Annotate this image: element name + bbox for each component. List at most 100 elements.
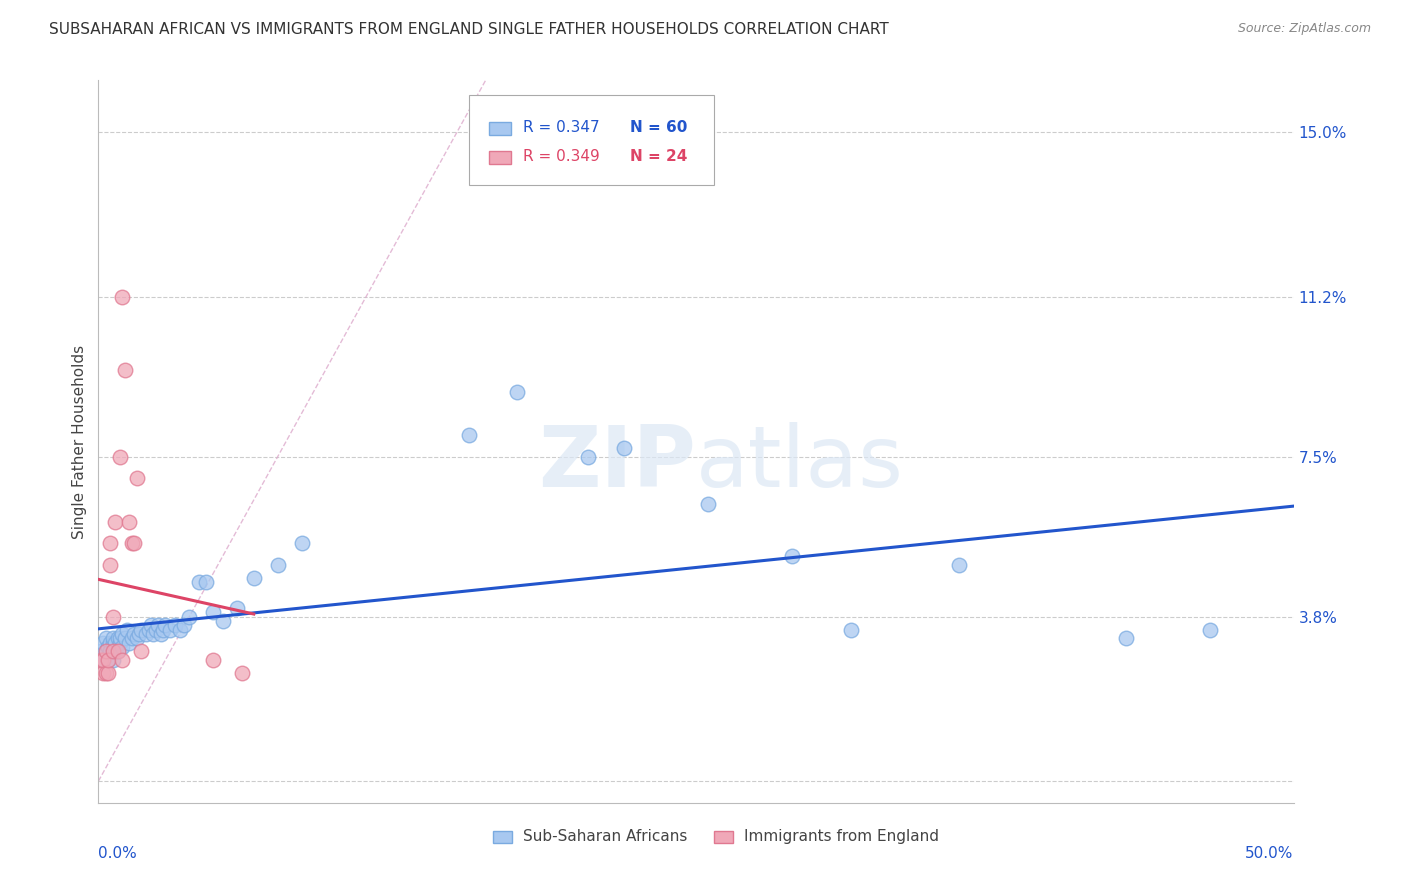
Point	[267, 558, 290, 572]
Point	[91, 653, 114, 667]
Point	[1199, 623, 1222, 637]
Point	[108, 632, 131, 646]
Point	[125, 471, 148, 485]
Point	[94, 644, 117, 658]
Point	[159, 623, 181, 637]
Text: ZIP: ZIP	[538, 422, 696, 505]
Text: SUBSAHARAN AFRICAN VS IMMIGRANTS FROM ENGLAND SINGLE FATHER HOUSEHOLDS CORRELATI: SUBSAHARAN AFRICAN VS IMMIGRANTS FROM EN…	[49, 22, 889, 37]
Text: R = 0.349: R = 0.349	[523, 149, 599, 163]
Point	[131, 623, 153, 637]
Point	[187, 575, 209, 590]
Point	[111, 653, 134, 667]
Point	[131, 644, 153, 658]
Bar	[714, 831, 733, 843]
Point	[169, 623, 191, 637]
Text: Sub-Saharan Africans: Sub-Saharan Africans	[523, 830, 688, 844]
Point	[578, 450, 600, 464]
Point	[195, 575, 218, 590]
Point	[613, 441, 636, 455]
Point	[114, 363, 136, 377]
Text: atlas: atlas	[696, 422, 904, 505]
Point	[94, 644, 117, 658]
Point	[101, 644, 124, 658]
Text: N = 24: N = 24	[630, 149, 688, 163]
Point	[108, 636, 131, 650]
Point	[121, 536, 143, 550]
Point	[107, 644, 129, 658]
Point	[1115, 632, 1137, 646]
Y-axis label: Single Father Households: Single Father Households	[72, 344, 87, 539]
FancyBboxPatch shape	[470, 95, 714, 185]
Point	[91, 636, 114, 650]
Point	[101, 653, 124, 667]
Point	[697, 497, 720, 511]
Point	[101, 632, 124, 646]
Text: 50.0%: 50.0%	[1246, 847, 1294, 861]
Point	[107, 644, 129, 658]
Point	[148, 618, 170, 632]
Bar	[494, 831, 512, 843]
Bar	[489, 151, 510, 164]
Point	[98, 644, 122, 658]
Point	[231, 665, 253, 680]
Point	[97, 653, 120, 667]
Point	[291, 536, 314, 550]
Point	[97, 640, 120, 654]
Point	[458, 428, 481, 442]
Point	[142, 627, 165, 641]
Point	[101, 609, 124, 624]
Point	[108, 450, 131, 464]
Point	[104, 636, 127, 650]
Text: Source: ZipAtlas.com: Source: ZipAtlas.com	[1237, 22, 1371, 36]
Point	[104, 515, 127, 529]
Point	[114, 632, 136, 646]
Point	[111, 627, 134, 641]
Point	[111, 640, 134, 654]
Point	[91, 665, 114, 680]
Point	[104, 644, 127, 658]
Point	[179, 609, 201, 624]
Text: N = 60: N = 60	[630, 120, 688, 135]
Point	[118, 636, 141, 650]
Point	[124, 536, 146, 550]
Text: Immigrants from England: Immigrants from England	[744, 830, 939, 844]
Point	[211, 614, 233, 628]
Text: R = 0.347: R = 0.347	[523, 120, 599, 135]
Point	[115, 623, 138, 637]
Point	[98, 536, 122, 550]
Point	[94, 632, 117, 646]
Point	[124, 627, 146, 641]
Point	[145, 623, 167, 637]
Point	[155, 618, 177, 632]
Point	[149, 627, 172, 641]
Point	[173, 618, 195, 632]
Point	[202, 653, 225, 667]
Point	[90, 653, 112, 667]
Point	[121, 632, 143, 646]
Point	[506, 384, 529, 399]
Point	[139, 618, 162, 632]
Point	[111, 290, 134, 304]
Point	[94, 665, 117, 680]
Point	[226, 601, 249, 615]
Point	[97, 653, 120, 667]
Point	[91, 653, 114, 667]
Point	[780, 549, 803, 564]
Point	[97, 665, 120, 680]
Point	[125, 632, 148, 646]
Point	[841, 623, 863, 637]
Point	[948, 558, 970, 572]
Point	[107, 632, 129, 646]
Point	[128, 627, 150, 641]
Point	[152, 623, 174, 637]
Bar	[489, 122, 510, 136]
Point	[163, 618, 186, 632]
Text: 0.0%: 0.0%	[98, 847, 138, 861]
Point	[101, 636, 124, 650]
Point	[243, 571, 266, 585]
Point	[98, 636, 122, 650]
Point	[98, 558, 122, 572]
Point	[118, 515, 141, 529]
Point	[138, 623, 160, 637]
Point	[90, 644, 112, 658]
